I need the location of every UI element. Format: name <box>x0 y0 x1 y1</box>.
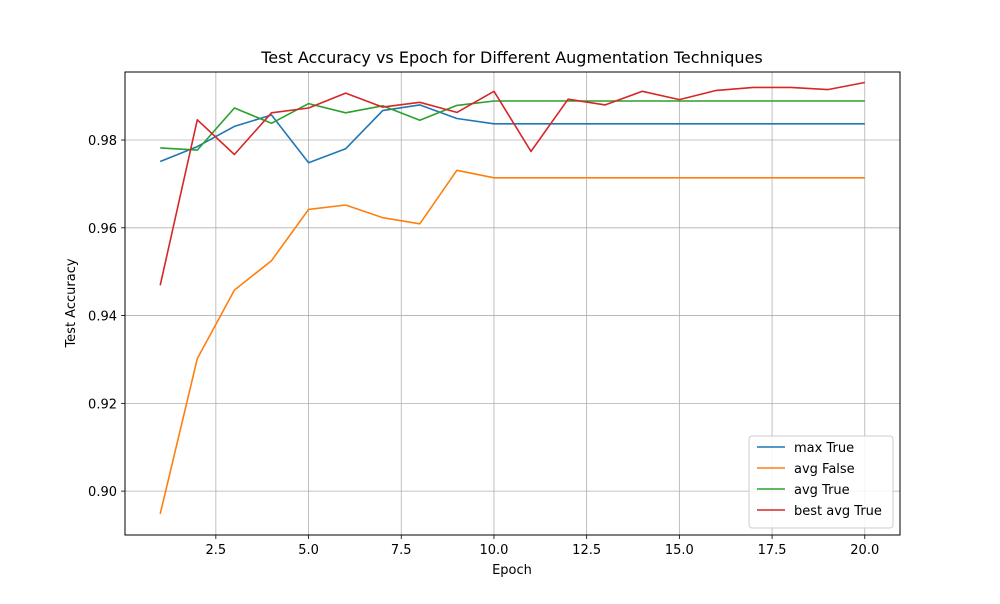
x-tick-label: 17.5 <box>758 543 787 558</box>
series-line-avg-false <box>159 169 865 515</box>
series-line-avg-true <box>160 100 865 151</box>
legend-box <box>748 435 894 529</box>
x-tick-label: 20.0 <box>850 543 879 558</box>
y-tick-label: 0.98 <box>88 134 117 149</box>
y-axis-title: Test Accuracy <box>64 258 79 348</box>
legend-label: avg False <box>794 462 855 477</box>
series-line-max-true <box>159 104 865 164</box>
legend-label: avg True <box>794 483 850 498</box>
plot-frame <box>124 71 901 536</box>
grid-lines <box>125 72 900 535</box>
y-tick-label: 0.92 <box>88 397 117 412</box>
axis-ticks: 2.5 5.0 7.5 10.0 12.5 15.0 17.5 20.0 0.90 0.92 0.9… <box>88 134 879 558</box>
chart-title: Test Accuracy vs Epoch for Different Aug… <box>260 48 763 67</box>
legend: max True avg False avg True best avg True <box>748 435 894 529</box>
series-lines <box>159 81 865 515</box>
x-tick-label: 2.5 <box>206 543 227 558</box>
y-tick-label: 0.96 <box>88 222 117 237</box>
y-tick-label: 0.90 <box>88 485 117 500</box>
x-tick-label: 7.5 <box>391 543 412 558</box>
x-tick-label: 12.5 <box>572 543 601 558</box>
x-axis-title: Epoch <box>492 563 532 578</box>
x-tick-label: 15.0 <box>665 543 694 558</box>
x-tick-label: 10.0 <box>479 543 508 558</box>
x-tick-label: 5.0 <box>298 543 319 558</box>
legend-label: best avg True <box>794 504 882 519</box>
series-line-best-avg-true <box>159 81 865 286</box>
legend-label: max True <box>794 441 854 456</box>
y-tick-label: 0.94 <box>88 310 117 325</box>
